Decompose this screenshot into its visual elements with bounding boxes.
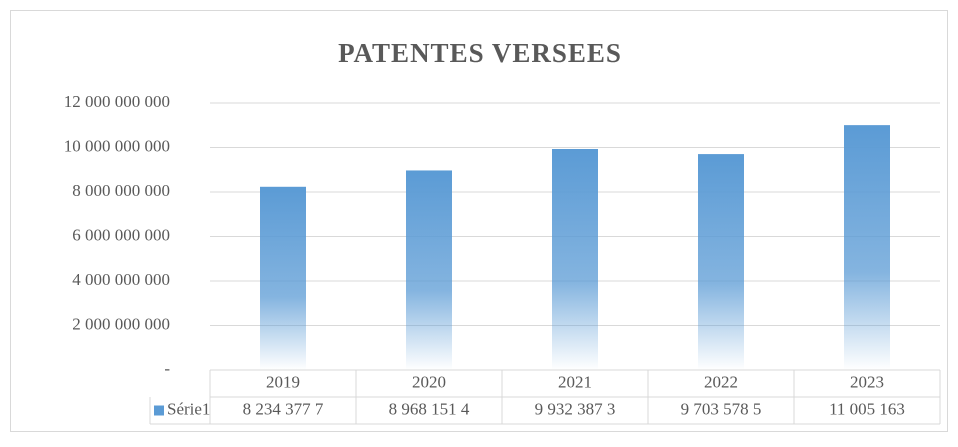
bar xyxy=(260,186,306,370)
data-label: 9 932 387 3 xyxy=(535,399,616,418)
data-label: 11 005 163 xyxy=(829,399,905,418)
data-label: 8 968 151 4 xyxy=(389,399,470,418)
legend-label: Série1 xyxy=(167,399,210,418)
chart-border xyxy=(10,10,948,432)
x-tick-label: 2023 xyxy=(850,372,884,391)
chart-title: PATENTES VERSEES xyxy=(338,38,622,68)
x-tick-label: 2019 xyxy=(266,372,300,391)
y-tick-label: 8 000 000 000 xyxy=(72,181,170,200)
bar xyxy=(406,170,452,370)
data-label: 9 703 578 5 xyxy=(681,399,762,418)
x-tick-label: 2022 xyxy=(704,372,738,391)
x-tick-label: 2021 xyxy=(558,372,592,391)
y-tick-label: 10 000 000 000 xyxy=(64,136,170,155)
y-tick-label: 6 000 000 000 xyxy=(72,225,170,244)
bar xyxy=(844,125,890,370)
legend-swatch xyxy=(154,405,164,416)
y-tick-label: 4 000 000 000 xyxy=(72,270,170,289)
y-tick-label: 12 000 000 000 xyxy=(64,92,170,111)
x-tick-label: 2020 xyxy=(412,372,446,391)
bar xyxy=(698,154,744,370)
data-label: 8 234 377 7 xyxy=(243,399,324,418)
bar xyxy=(552,149,598,370)
y-tick-label: - xyxy=(164,359,170,378)
y-tick-label: 2 000 000 000 xyxy=(72,314,170,333)
